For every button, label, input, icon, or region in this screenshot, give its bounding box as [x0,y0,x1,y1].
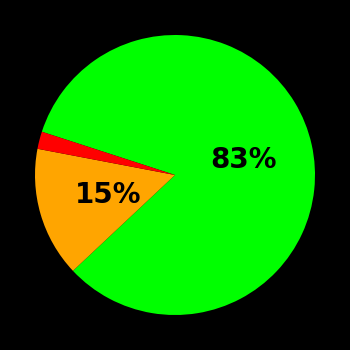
Wedge shape [42,35,315,315]
Wedge shape [35,149,175,271]
Text: 15%: 15% [75,181,141,209]
Wedge shape [37,132,175,175]
Text: 83%: 83% [210,146,276,174]
